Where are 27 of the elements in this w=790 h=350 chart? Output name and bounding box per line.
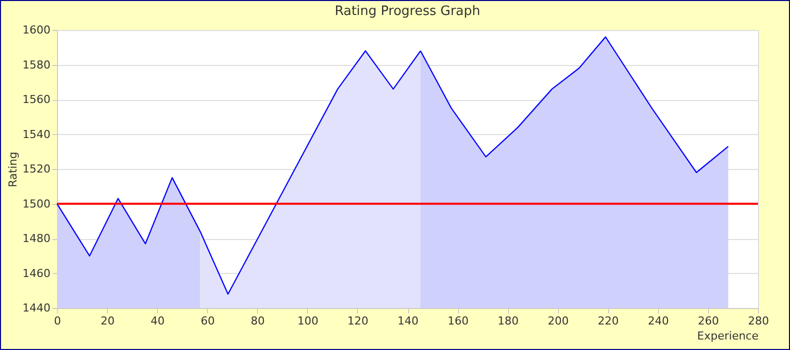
x-tick-label: 280 <box>748 314 769 328</box>
x-tick-label: 100 <box>297 314 318 328</box>
y-tick-label: 1600 <box>22 24 50 36</box>
y-axis-title: Rating <box>6 152 20 188</box>
x-tick-label: 140 <box>398 314 418 328</box>
y-tick-label: 1540 <box>22 128 50 141</box>
x-tick-label: 160 <box>448 314 469 328</box>
x-tick-label: 240 <box>648 314 669 328</box>
y-tick-label: 1560 <box>22 93 50 106</box>
x-tick-label: 60 <box>200 314 215 328</box>
x-tick-label: 200 <box>548 314 569 328</box>
x-tick-label: 0 <box>54 314 61 328</box>
x-tick-label: 180 <box>498 314 519 328</box>
y-tick-label: 1520 <box>22 162 50 176</box>
y-tick-label: 1460 <box>22 266 50 280</box>
x-axis-title: Experience <box>697 330 759 342</box>
x-tick-label: 260 <box>698 314 719 328</box>
chart-title: Rating Progress Graph <box>334 4 480 19</box>
x-tick-label: 20 <box>100 314 115 328</box>
y-tick-label: 1500 <box>22 197 50 210</box>
x-tick-label: 120 <box>347 314 368 328</box>
y-tick-label: 1480 <box>22 232 50 245</box>
x-tick-label: 220 <box>598 314 619 328</box>
x-tick-label: 40 <box>150 314 165 328</box>
x-tick-label: 80 <box>250 314 265 328</box>
y-tick-label: 1580 <box>22 58 50 72</box>
y-tick-label: 1440 <box>22 302 50 314</box>
